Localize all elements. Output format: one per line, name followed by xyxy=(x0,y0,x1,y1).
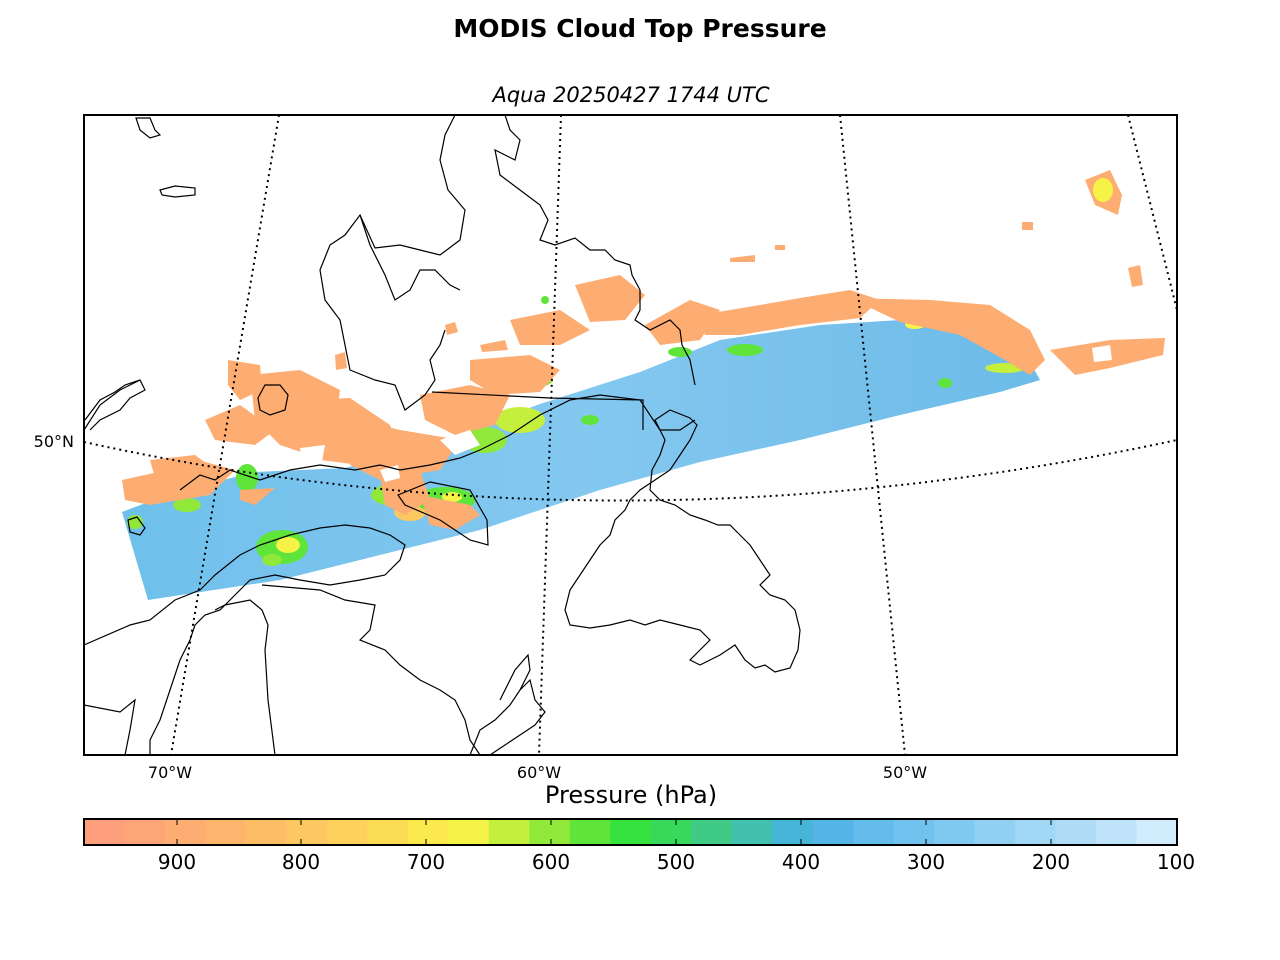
colorbar-tick-labels: 900 800 700 600 500 400 300 200 100 xyxy=(158,850,1195,874)
map-panel xyxy=(84,115,1177,755)
colorbar-segment xyxy=(650,819,692,845)
cbar-label-100: 100 xyxy=(1157,850,1195,874)
cbar-label-400: 400 xyxy=(782,850,820,874)
colorbar-segment xyxy=(1096,819,1138,845)
clear-sky-gaps xyxy=(300,345,1112,482)
lon-label-50w: 50°W xyxy=(883,763,927,782)
colorbar-segment xyxy=(812,819,854,845)
colorbar-frame xyxy=(83,818,1178,846)
map-subtitle: Aqua 20250427 1744 UTC xyxy=(492,83,770,107)
lon-label-60w: 60°W xyxy=(517,763,561,782)
colorbar-segment xyxy=(124,819,166,845)
colorbar-segment xyxy=(529,819,571,845)
cbar-label-800: 800 xyxy=(282,850,320,874)
colorbar-segment xyxy=(610,819,652,845)
colorbar-segment xyxy=(488,819,530,845)
graticule xyxy=(84,115,1177,755)
cbar-label-300: 300 xyxy=(907,850,945,874)
low-cloud-patches xyxy=(122,170,1165,530)
colorbar-segment xyxy=(569,819,611,845)
colorbar-segment xyxy=(205,819,247,845)
colorbar-segment xyxy=(853,819,895,845)
colorbar-segment xyxy=(326,819,368,845)
cbar-label-600: 600 xyxy=(532,850,570,874)
colorbar-segment xyxy=(691,819,733,845)
cbar-label-700: 700 xyxy=(407,850,445,874)
colorbar-segment xyxy=(367,819,409,845)
colorbar-segment xyxy=(1055,819,1097,845)
colorbar-segment xyxy=(974,819,1016,845)
colorbar-segment xyxy=(934,819,976,845)
colorbar-segment xyxy=(1015,819,1057,845)
coastlines xyxy=(84,115,801,755)
cbar-label-500: 500 xyxy=(657,850,695,874)
colorbar-segment xyxy=(448,819,490,845)
map-frame xyxy=(83,114,1178,756)
colorbar-segment xyxy=(1136,819,1178,845)
colorbar-segment xyxy=(772,819,814,845)
colorbar-segment xyxy=(893,819,935,845)
lat-label-50n: 50°N xyxy=(34,432,74,451)
colorbar-segment xyxy=(245,819,288,845)
lon-label-70w: 70°W xyxy=(148,763,192,782)
colorbar-segment xyxy=(731,819,773,845)
cbar-label-200: 200 xyxy=(1032,850,1070,874)
colorbar-segment xyxy=(84,819,126,845)
axis-labels: 70°W 60°W 50°W 50°N xyxy=(34,432,928,782)
colorbar-title: Pressure (hPa) xyxy=(544,781,718,809)
colorbar xyxy=(84,819,1178,845)
colorbar-segment xyxy=(286,819,328,845)
cbar-label-900: 900 xyxy=(158,850,196,874)
colorbar-segment xyxy=(407,819,449,845)
colorbar-segment xyxy=(164,819,207,845)
yellow-cloud-patch xyxy=(1093,178,1113,202)
cloud-swath xyxy=(122,320,1040,600)
map-title: MODIS Cloud Top Pressure xyxy=(453,14,827,43)
